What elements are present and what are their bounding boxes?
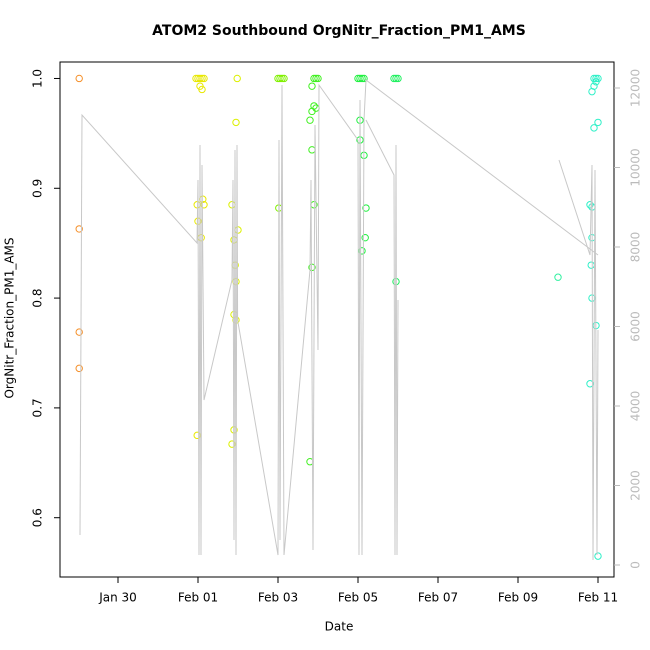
point bbox=[228, 201, 236, 209]
point bbox=[308, 107, 316, 116]
y-tick-label: 1.0 bbox=[31, 69, 45, 88]
point bbox=[280, 74, 288, 83]
point bbox=[197, 233, 205, 242]
point bbox=[232, 118, 240, 127]
point bbox=[230, 236, 238, 244]
point bbox=[232, 316, 240, 324]
y2-tick-label: 6000 bbox=[629, 311, 643, 342]
point bbox=[594, 552, 602, 560]
y-tick-label: 0.8 bbox=[31, 289, 45, 308]
point bbox=[587, 261, 595, 269]
point bbox=[394, 74, 402, 83]
x-tick-label: Feb 09 bbox=[498, 591, 538, 605]
point bbox=[278, 74, 286, 83]
x-tick-label: Feb 07 bbox=[418, 591, 458, 605]
point bbox=[200, 74, 208, 83]
y-axis-label: OrgNitr_Fraction_PM1_AMS bbox=[3, 237, 17, 398]
point bbox=[306, 116, 314, 124]
point bbox=[75, 225, 83, 233]
point bbox=[360, 74, 368, 83]
point bbox=[554, 273, 562, 281]
point bbox=[308, 146, 316, 154]
y-tick-label: 0.6 bbox=[31, 508, 45, 527]
point bbox=[590, 82, 598, 90]
point bbox=[358, 247, 366, 255]
y-tick-label: 0.7 bbox=[31, 398, 45, 417]
point bbox=[233, 74, 241, 83]
point bbox=[310, 74, 318, 83]
y2-tick-label: 12000 bbox=[629, 69, 643, 107]
point bbox=[276, 74, 284, 83]
point bbox=[586, 201, 594, 209]
y2-tick-label: 0 bbox=[629, 561, 643, 569]
point bbox=[390, 74, 398, 83]
x-axis-label: Date bbox=[325, 620, 354, 634]
point bbox=[362, 204, 370, 212]
y2-tick-label: 8000 bbox=[629, 232, 643, 263]
x-tick-label: Feb 01 bbox=[178, 591, 218, 605]
point bbox=[356, 74, 364, 83]
point bbox=[361, 233, 369, 242]
point bbox=[228, 440, 236, 448]
point bbox=[75, 74, 83, 83]
line-series bbox=[79, 79, 599, 561]
point bbox=[234, 226, 242, 234]
point bbox=[198, 85, 206, 94]
point bbox=[75, 364, 83, 373]
point bbox=[592, 74, 600, 83]
y-tick-label: 0.9 bbox=[31, 179, 45, 198]
x-tick-label: Feb 03 bbox=[258, 591, 298, 605]
chart-title: ATOM2 Southbound OrgNitr_Fraction_PM1_AM… bbox=[152, 23, 526, 39]
point bbox=[392, 74, 400, 83]
point bbox=[308, 82, 316, 90]
plot-box bbox=[59, 61, 615, 578]
point bbox=[590, 124, 598, 132]
point bbox=[314, 74, 322, 83]
y2-tick-label: 2000 bbox=[629, 470, 643, 501]
point bbox=[312, 74, 320, 83]
point bbox=[75, 328, 83, 336]
x-tick-label: Feb 05 bbox=[338, 591, 378, 605]
point bbox=[198, 74, 206, 83]
y2-tick-label: 10000 bbox=[629, 148, 643, 186]
point bbox=[592, 78, 600, 86]
point bbox=[358, 74, 366, 83]
point bbox=[586, 380, 594, 388]
y2-tick-label: 4000 bbox=[629, 391, 643, 422]
point bbox=[308, 263, 316, 272]
point bbox=[594, 118, 602, 127]
x-tick-label: Jan 30 bbox=[98, 591, 137, 605]
point bbox=[196, 74, 204, 83]
x-tick-label: Feb 11 bbox=[578, 591, 618, 605]
